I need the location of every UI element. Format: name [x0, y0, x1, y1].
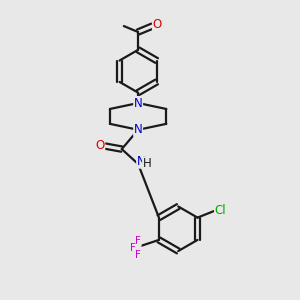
Text: Cl: Cl — [214, 204, 226, 217]
Text: F: F — [135, 250, 141, 260]
Text: F: F — [135, 236, 141, 246]
Text: N: N — [134, 97, 142, 110]
Text: F: F — [130, 243, 136, 253]
Text: O: O — [152, 18, 162, 31]
Text: N: N — [137, 155, 146, 168]
Text: O: O — [95, 139, 105, 152]
Text: H: H — [143, 157, 152, 170]
Text: N: N — [134, 123, 142, 136]
